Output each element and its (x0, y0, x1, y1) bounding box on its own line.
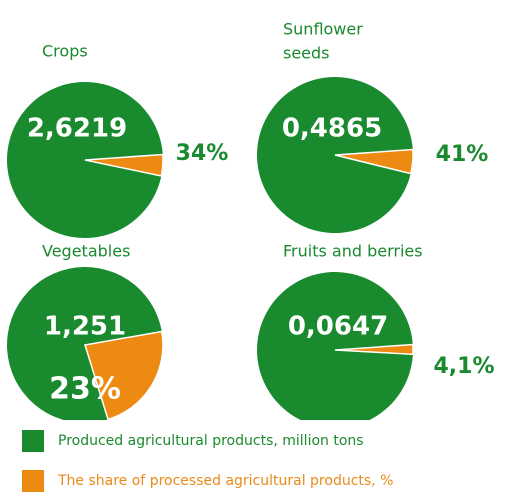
pie-value-label: 1,251 (44, 312, 126, 342)
legend-item-produced: Produced agricultural products, million … (22, 430, 364, 452)
pie-slice-produced (7, 266, 162, 420)
pie-value-label: 0,4865 (282, 114, 382, 144)
pie-chart-0: Crops 2,6219 34% (6, 42, 229, 238)
pie-title: Vegetables (42, 242, 130, 261)
pie-share-label: 23% (49, 372, 121, 407)
legend-label-share: The share of processed agricultural prod… (58, 473, 394, 489)
legend-label-produced: Produced agricultural products, million … (58, 433, 364, 449)
pie-slice-produced (257, 272, 413, 420)
legend-swatch-share (22, 470, 44, 492)
pie-title: Fruits and berries (283, 242, 423, 261)
legend-item-share: The share of processed agricultural prod… (22, 470, 393, 492)
pie-share-label: 34% (176, 141, 229, 166)
pie-share-label: 41% (436, 142, 489, 167)
pie-slice-share (334, 343, 414, 356)
pie-value-label: 2,6219 (27, 114, 127, 144)
pie-slice-share (84, 330, 164, 420)
pie-share-label: 4,1% (433, 354, 494, 379)
pie-slice-share (84, 153, 164, 177)
pie-slice-share (334, 148, 414, 175)
pie-title: seeds (283, 44, 330, 63)
pie-title: Crops (42, 42, 88, 61)
pie-chart-3: Fruits and berries 0,0647 4,1% (257, 242, 495, 420)
pie-value-label: 0,0647 (288, 312, 388, 342)
pie-title: Sunflower (283, 20, 363, 39)
pie-chart-1: Sunflower seeds 0,4865 41% (257, 20, 488, 234)
legend-swatch-produced (22, 430, 44, 452)
pie-charts: Crops 2,6219 34% Sunflower seeds 0,4865 41% Veg… (6, 20, 495, 420)
pie-chart-2: Vegetables 1,251 23% (7, 242, 164, 420)
